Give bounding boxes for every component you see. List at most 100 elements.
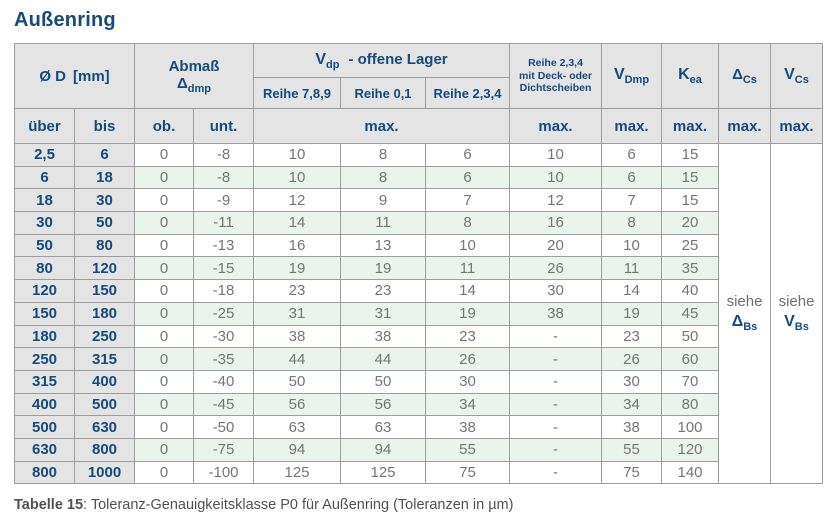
value-cell: 38	[340, 324, 426, 349]
table-row: 18 30 0 -9 12 9 7 12 7 15	[14, 188, 823, 213]
col-header-reihe01: Reihe 0,1	[340, 77, 426, 109]
value-cell: -18	[193, 279, 254, 303]
value-cell: 44	[253, 347, 341, 371]
range-cell: 150	[74, 279, 135, 303]
value-cell: 10	[509, 165, 602, 190]
value-cell: 50	[340, 369, 426, 394]
value-cell: 0	[134, 392, 194, 417]
value-cell: 6	[601, 143, 662, 167]
value-cell: 11	[340, 211, 426, 235]
value-cell: 11	[425, 256, 510, 281]
value-cell: 94	[253, 437, 341, 462]
value-cell: 30	[601, 369, 662, 394]
see-delta-bs-cell: siehe ΔBs	[718, 142, 771, 485]
value-cell: 63	[253, 415, 341, 439]
value-cell: 8	[601, 211, 662, 235]
range-cell: 150	[14, 301, 75, 326]
value-cell: 40	[661, 279, 719, 303]
value-cell: 70	[661, 369, 719, 394]
subheader-max-vdp: max.	[253, 108, 510, 144]
value-cell: 10	[601, 233, 662, 258]
caption-number: Tabelle 15	[14, 497, 84, 514]
value-cell: 34	[601, 392, 662, 417]
value-cell: 9	[340, 188, 426, 213]
subheader-max-vdmp: max.	[601, 108, 662, 144]
value-cell: 0	[134, 143, 194, 167]
range-cell: 400	[74, 369, 135, 394]
value-cell: 19	[601, 301, 662, 326]
value-cell: 20	[509, 233, 602, 258]
value-cell: 80	[661, 392, 719, 417]
value-cell: 8	[340, 143, 426, 167]
value-cell: 14	[601, 279, 662, 303]
range-cell: 50	[74, 211, 135, 235]
value-cell: 30	[425, 369, 510, 394]
value-cell: 10	[425, 233, 510, 258]
value-cell: 11	[601, 256, 662, 281]
table-row: 180 250 0 -30 38 38 23-23 50	[14, 324, 823, 349]
value-cell: 0	[134, 324, 194, 349]
value-cell: 0	[134, 415, 194, 439]
value-cell: 20	[661, 211, 719, 235]
range-cell: 50	[14, 233, 75, 258]
subheader-bis: bis	[74, 108, 135, 144]
table-row: 800 1000 0 -100 125 125 75-75 140	[14, 460, 823, 485]
table-header: Ø D [mm] Abmaß Δdmp Vdp - offene Lager Rei…	[14, 43, 823, 144]
value-cell: 38	[601, 415, 662, 439]
value-cell: 38	[425, 415, 510, 439]
value-cell: 13	[340, 233, 426, 258]
value-cell: 45	[661, 301, 719, 326]
value-cell: 60	[661, 347, 719, 371]
subheader-unt: unt.	[193, 108, 254, 144]
value-cell: 10	[253, 165, 341, 190]
table-row: 50 80 0 -13 16 13 10 20 10 25	[14, 233, 823, 258]
value-cell: 15	[661, 188, 719, 213]
table-row: 6 18 0 -8 10 8 6 10 6 15	[14, 165, 823, 190]
value-cell: 14	[253, 211, 341, 235]
value-cell: 63	[340, 415, 426, 439]
value-cell: 8	[425, 211, 510, 235]
see-v-bs-cell: siehe VBs	[770, 142, 823, 485]
value-cell: -9	[193, 188, 254, 213]
range-cell: 500	[74, 392, 135, 417]
table-row: 630 800 0 -75 94 94 55-55 120	[14, 437, 823, 462]
value-cell: 15	[661, 165, 719, 190]
page-title: Außenring	[14, 9, 116, 31]
col-header-vdmp: VDmp	[601, 43, 662, 109]
range-cell: 120	[74, 256, 135, 281]
value-cell: 0	[134, 369, 194, 394]
col-header-reihe234: Reihe 2,3,4	[425, 77, 510, 109]
col-header-reihe789: Reihe 7,8,9	[253, 77, 341, 109]
header-row-1: Ø D [mm] Abmaß Δdmp Vdp - offene Lager Rei…	[14, 43, 823, 109]
value-cell: 38	[253, 324, 341, 349]
diameter-label: Ø D	[39, 67, 66, 85]
value-cell: 0	[134, 460, 194, 485]
table-row: 315 400 0 -40 50 50 30-30 70	[14, 369, 823, 394]
value-cell: 0	[134, 188, 194, 213]
range-cell: 6	[14, 165, 75, 190]
value-cell: 38	[509, 301, 602, 326]
value-cell: 31	[340, 301, 426, 326]
value-cell: 0	[134, 165, 194, 190]
range-cell: 1000	[74, 460, 135, 485]
value-cell: 94	[340, 437, 426, 462]
value-cell: 26	[425, 347, 510, 371]
range-cell: 80	[14, 256, 75, 281]
value-cell: -	[509, 392, 602, 417]
siehe-label: siehe	[778, 292, 815, 310]
range-cell: 400	[14, 392, 75, 417]
range-cell: 315	[74, 347, 135, 371]
value-cell: 19	[425, 301, 510, 326]
subheader-ob: ob.	[134, 108, 194, 144]
range-cell: 18	[14, 188, 75, 213]
value-cell: 50	[661, 324, 719, 349]
value-cell: 55	[425, 437, 510, 462]
value-cell: -	[509, 347, 602, 371]
value-cell: 35	[661, 256, 719, 281]
range-cell: 30	[74, 188, 135, 213]
table-row: 400 500 0 -45 56 56 34-34 80	[14, 392, 823, 417]
value-cell: -	[509, 324, 602, 349]
subheader-max-dcs: max.	[718, 108, 771, 144]
value-cell: -	[509, 415, 602, 439]
range-cell: 120	[14, 279, 75, 303]
